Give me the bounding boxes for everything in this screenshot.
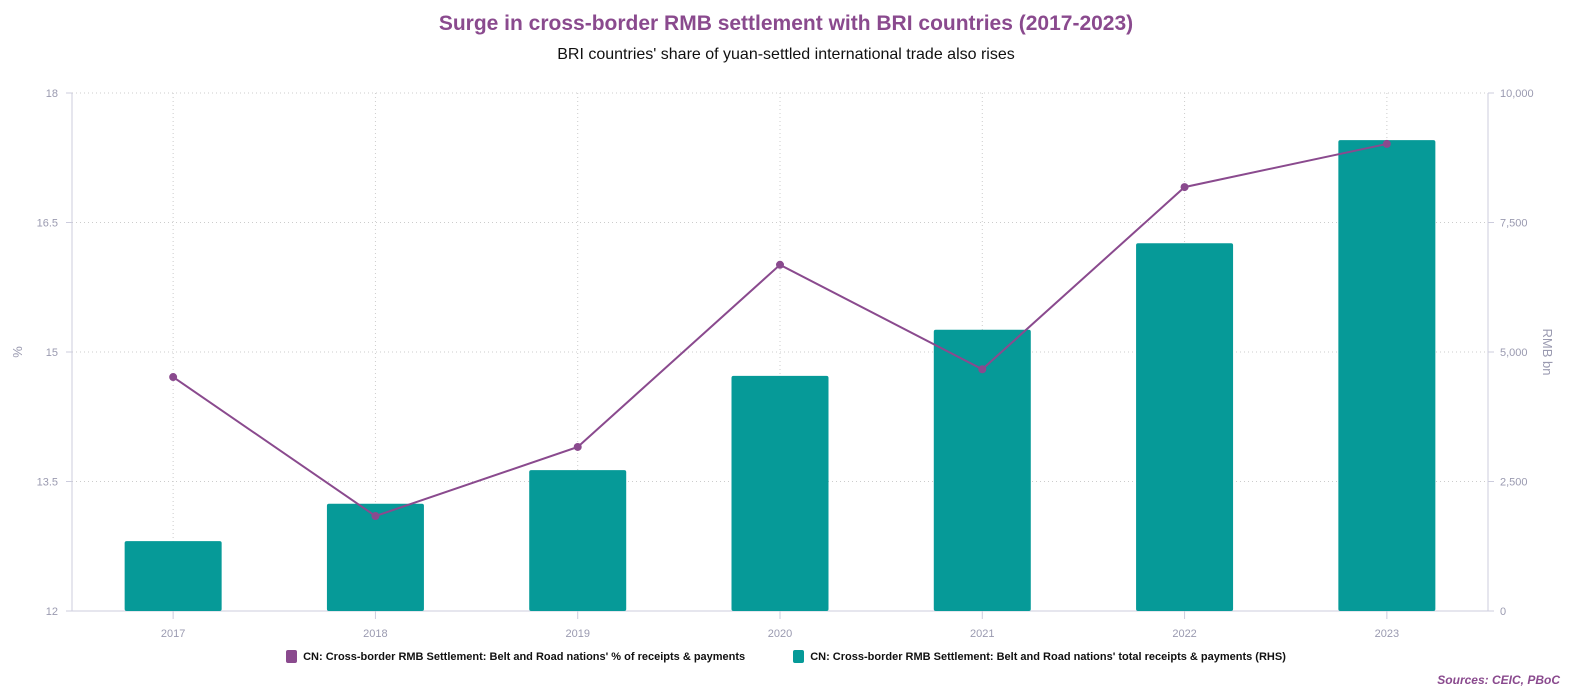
bar-2020	[731, 375, 829, 611]
chart-plot: 12 13.5 15 16.5 18 0 2,500 5,000 7,500 10,000 2017…	[10, 88, 1555, 640]
x-tick-label: 2020	[768, 628, 792, 640]
legend-item-total[interactable]: CN: Cross-border RMB Settlement: Belt an…	[793, 650, 1286, 663]
legend-swatch-bar	[793, 650, 805, 663]
y2-tick-label: 7,500	[1500, 218, 1528, 230]
y-axis-label: %	[10, 346, 25, 358]
y-tick-label: 18	[46, 88, 58, 100]
line-point-2020	[776, 260, 784, 269]
bar-2019	[529, 470, 627, 611]
line-point-2017	[169, 373, 178, 382]
y2-tick-label: 5,000	[1500, 347, 1528, 359]
y-tick-label: 12	[46, 606, 58, 618]
y2-tick-label: 0	[1500, 606, 1506, 618]
y-tick-label: 16.5	[37, 218, 58, 230]
line-point-2021	[978, 365, 987, 374]
y-tick-label: 15	[46, 347, 58, 359]
x-tick-label: 2017	[161, 628, 185, 640]
y2-tick-label: 10,000	[1500, 88, 1534, 100]
x-tick-label: 2023	[1375, 628, 1399, 640]
legend: CN: Cross-border RMB Settlement: Belt an…	[0, 650, 1572, 663]
legend-label-total: CN: Cross-border RMB Settlement: Belt an…	[810, 650, 1286, 663]
x-tick-label: 2022	[1172, 628, 1196, 640]
line-point-2023	[1382, 139, 1391, 148]
y-tick-label: 13.5	[37, 477, 58, 489]
legend-item-share[interactable]: CN: Cross-border RMB Settlement: Belt an…	[286, 650, 745, 663]
x-tick-label: 2018	[363, 628, 387, 640]
y2-axis-label: RMB bn	[1540, 329, 1555, 376]
bar-2023	[1338, 140, 1436, 611]
line-point-2019	[573, 442, 582, 451]
legend-label-share: CN: Cross-border RMB Settlement: Belt an…	[303, 650, 746, 663]
legend-swatch-line	[286, 650, 298, 663]
y2-tick-label: 2,500	[1500, 477, 1528, 489]
line-point-2018	[371, 512, 380, 521]
chart-subtitle: BRI countries' share of yuan-settled int…	[557, 46, 1015, 63]
chart-title: Surge in cross-border RMB settlement wit…	[438, 12, 1134, 35]
bar-2018	[326, 503, 424, 611]
x-tick-label: 2021	[970, 628, 994, 640]
bar-2022	[1136, 243, 1234, 611]
x-tick-label: 2019	[565, 628, 589, 640]
line-point-2022	[1180, 183, 1189, 192]
bar-2017	[124, 541, 222, 611]
bar-2021	[933, 329, 1031, 611]
source-note: Sources: CEIC, PBoC	[1437, 673, 1560, 687]
